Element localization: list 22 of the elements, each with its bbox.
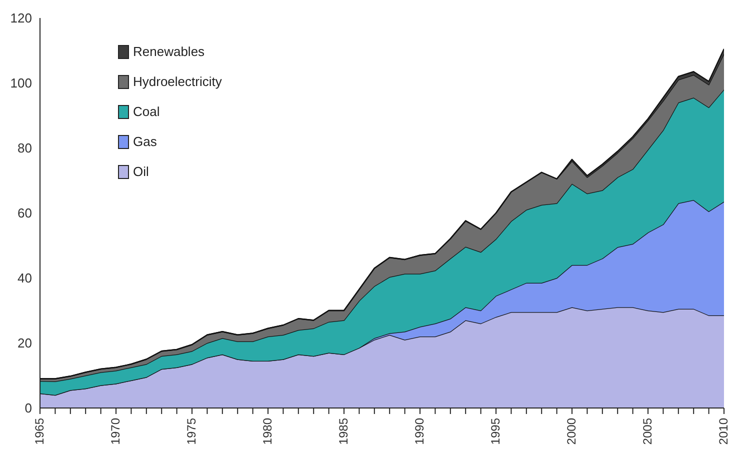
y-tick-label: 40 — [18, 270, 32, 286]
y-tick-label: 20 — [18, 336, 32, 351]
x-tick-label: 2000 — [564, 418, 579, 445]
x-tick-label: 1990 — [412, 418, 427, 445]
x-tick-label: 1985 — [336, 418, 351, 445]
x-tick-label: 2010 — [716, 418, 731, 445]
x-tick-label: 2005 — [640, 418, 655, 445]
legend-label: Oil — [133, 164, 149, 179]
x-tick-label: 1995 — [488, 418, 503, 445]
y-tick-label: 60 — [18, 206, 32, 221]
x-tick-label: 1970 — [108, 418, 123, 445]
legend-label: Renewables — [133, 44, 205, 59]
y-tick-label: 100 — [10, 76, 32, 91]
x-tick-label: 1975 — [184, 418, 199, 445]
legend-label: Gas — [133, 134, 157, 149]
legend-label: Hydroelectricity — [133, 74, 222, 89]
x-tick-label: 1965 — [32, 418, 47, 445]
y-tick-label: 80 — [18, 140, 32, 156]
legend-label: Coal — [133, 104, 160, 119]
y-tick-label: 120 — [10, 10, 32, 26]
x-tick-label: 1980 — [260, 418, 275, 445]
y-tick-label: 0 — [24, 400, 32, 416]
